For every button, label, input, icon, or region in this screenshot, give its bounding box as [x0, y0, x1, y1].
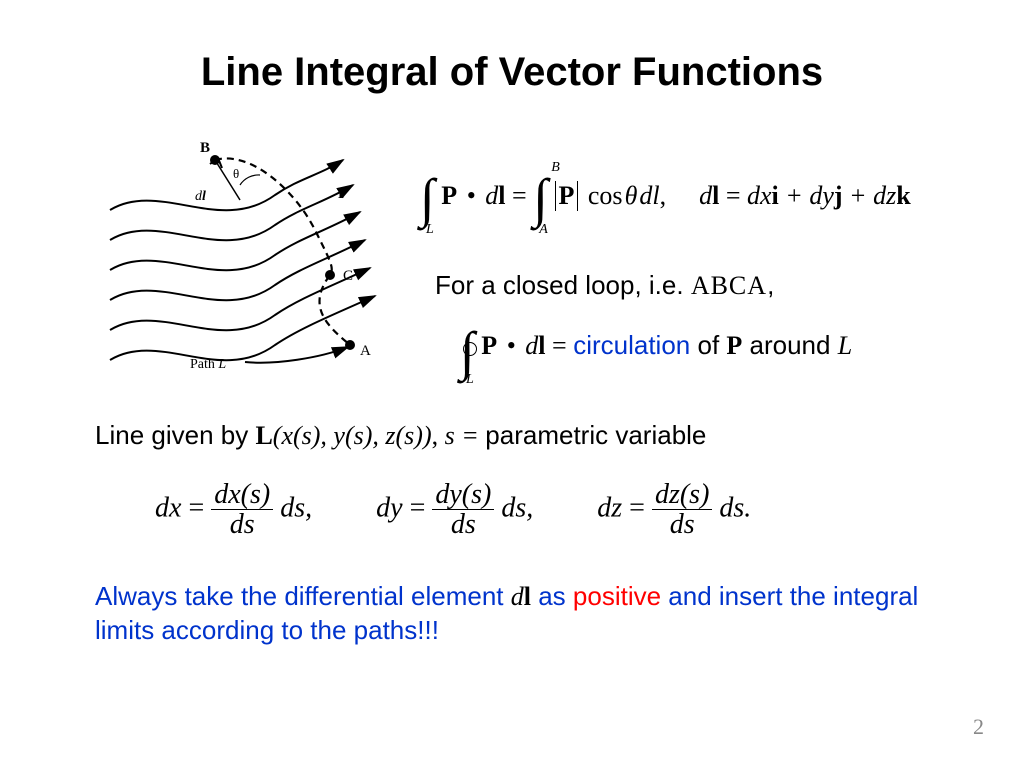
svg-text:θ: θ [233, 166, 239, 181]
svg-text:Path L: Path L [190, 357, 226, 372]
svg-text:A: A [360, 343, 371, 359]
vector-field-diagram: B P C A θ dl Path L [100, 140, 400, 380]
svg-text:P: P [338, 186, 347, 202]
svg-text:C: C [343, 268, 353, 284]
parametric-definition-text: Line given by L(x(s), y(s), z(s)), s = p… [95, 420, 706, 451]
page-title: Line Integral of Vector Functions [0, 50, 1024, 95]
closed-loop-text: For a closed loop, i.e. ABCA, [435, 270, 774, 301]
svg-text:dl: dl [195, 189, 206, 204]
equation-circulation: ∫L P • dl = circulation of P around L [460, 320, 852, 376]
note-differential-element: Always take the differential element dl … [95, 580, 925, 648]
equation-differentials: dx = dx(s)ds ds, dy = dy(s)ds ds, dz = d… [155, 480, 751, 540]
equation-line-integral-definition: ∫L P • dl = ∫BA P cosθdl, dl = dxi + dyj… [420, 170, 911, 226]
svg-text:B: B [200, 140, 210, 156]
page-number: 2 [973, 714, 984, 740]
